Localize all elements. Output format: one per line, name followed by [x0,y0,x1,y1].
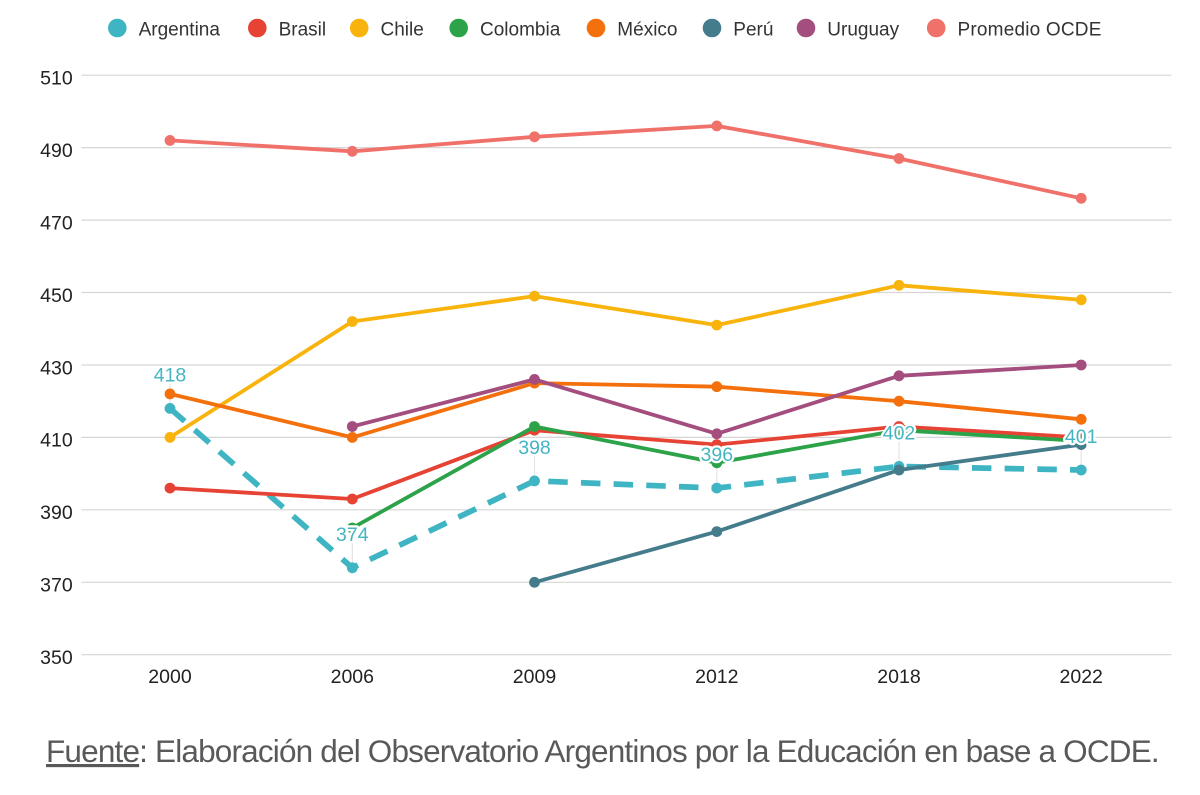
svg-text:Uruguay: Uruguay [827,20,899,41]
svg-text:401: 401 [1065,426,1098,448]
svg-text:Chile: Chile [381,20,424,41]
svg-text:450: 450 [40,285,73,307]
svg-text:396: 396 [701,444,734,466]
svg-text:2009: 2009 [513,666,556,688]
svg-text:Argentina: Argentina [139,20,221,41]
svg-text:2000: 2000 [148,666,192,688]
svg-text:370: 370 [40,575,73,597]
svg-text:2012: 2012 [695,666,738,688]
svg-text:390: 390 [40,502,73,524]
svg-text:430: 430 [40,357,73,379]
svg-text:2018: 2018 [877,666,920,688]
svg-text:México: México [617,20,677,41]
svg-text:Colombia: Colombia [480,20,561,41]
svg-text:374: 374 [336,524,369,546]
svg-text:398: 398 [518,437,551,459]
svg-text:510: 510 [40,68,73,90]
svg-text:490: 490 [40,140,73,162]
svg-text:470: 470 [40,212,73,234]
svg-text:2022: 2022 [1060,666,1103,688]
svg-text:Brasil: Brasil [279,20,327,41]
svg-text:410: 410 [40,430,73,452]
svg-text:418: 418 [154,364,187,386]
svg-text:Perú: Perú [733,20,773,41]
svg-text:Fuente: Elaboración del Observ: Fuente: Elaboración del Observatorio Arg… [46,733,1159,769]
svg-text:Promedio OCDE: Promedio OCDE [958,20,1102,41]
svg-text:402: 402 [883,422,916,444]
svg-text:350: 350 [40,647,73,669]
svg-text:2006: 2006 [331,666,374,688]
